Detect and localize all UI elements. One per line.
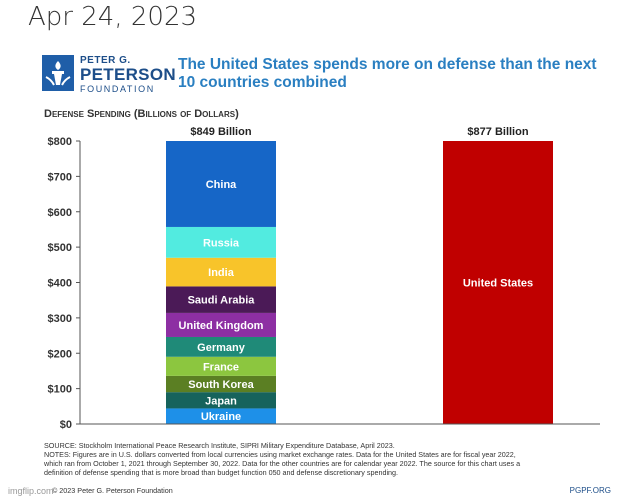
bar-segment (443, 141, 553, 424)
torch-icon (42, 55, 74, 91)
bar-segment (166, 356, 276, 376)
bar-total-label: $849 Billion (190, 126, 251, 138)
bar-total-label: $877 Billion (467, 126, 528, 138)
y-tick-label: $700 (48, 171, 72, 183)
y-tick-label: $0 (60, 419, 72, 431)
segment-label: Germany (197, 342, 246, 354)
y-tick-label: $600 (48, 207, 72, 219)
y-tick-label: $400 (48, 278, 72, 290)
peterson-foundation-logo: PETER G. PETERSON FOUNDATION (42, 55, 176, 95)
footer-notes-line1: NOTES: Figures are in U.S. dollars conve… (44, 450, 516, 459)
footer-notes-line3: definition of defense spending that is m… (44, 468, 399, 477)
segment-label: India (208, 267, 235, 279)
y-tick-label: $200 (48, 348, 72, 360)
footer-source: SOURCE: Stockholm International Peace Re… (44, 441, 395, 450)
segment-label: United Kingdom (179, 320, 264, 332)
segment-label: Japan (205, 395, 237, 407)
footer-site: PGPF.ORG (569, 486, 611, 495)
imgflip-watermark: imgflip.com (8, 486, 54, 496)
segment-label: Saudi Arabia (188, 295, 256, 307)
bar-segment (166, 226, 276, 258)
footer-notes-line2: which ran from October 1, 2021 through S… (44, 459, 521, 468)
y-axis-title: Defense Spending (Billions of Dollars) (44, 108, 239, 120)
bar-segment (166, 286, 276, 313)
logo-line1: PETER G. (80, 55, 131, 66)
date-label: Apr 24, 2023 (28, 2, 198, 32)
y-tick-label: $500 (48, 242, 72, 254)
segment-label: China (206, 179, 237, 191)
bar-segment (166, 141, 276, 227)
bar-segment (166, 312, 276, 337)
segment-label: United States (463, 278, 533, 290)
logo-line3: FOUNDATION (80, 84, 155, 94)
y-tick-label: $100 (48, 384, 72, 396)
logo-line2: PETERSON (80, 65, 176, 84)
bar-segment (166, 336, 276, 357)
y-tick-label: $300 (48, 313, 72, 325)
footer-copyright: © 2023 Peter G. Peterson Foundation (52, 486, 173, 495)
y-tick-label: $800 (48, 136, 72, 148)
segment-label: France (203, 361, 239, 373)
bar-segment (166, 408, 276, 424)
segment-label: Ukraine (201, 411, 241, 423)
bar-segment (166, 392, 276, 409)
bar-segment (166, 375, 276, 393)
segment-label: South Korea (188, 379, 254, 391)
segment-label: Russia (203, 237, 240, 249)
bar-segment (166, 257, 276, 287)
chart-headline: The United States spends more on defense… (178, 56, 597, 91)
